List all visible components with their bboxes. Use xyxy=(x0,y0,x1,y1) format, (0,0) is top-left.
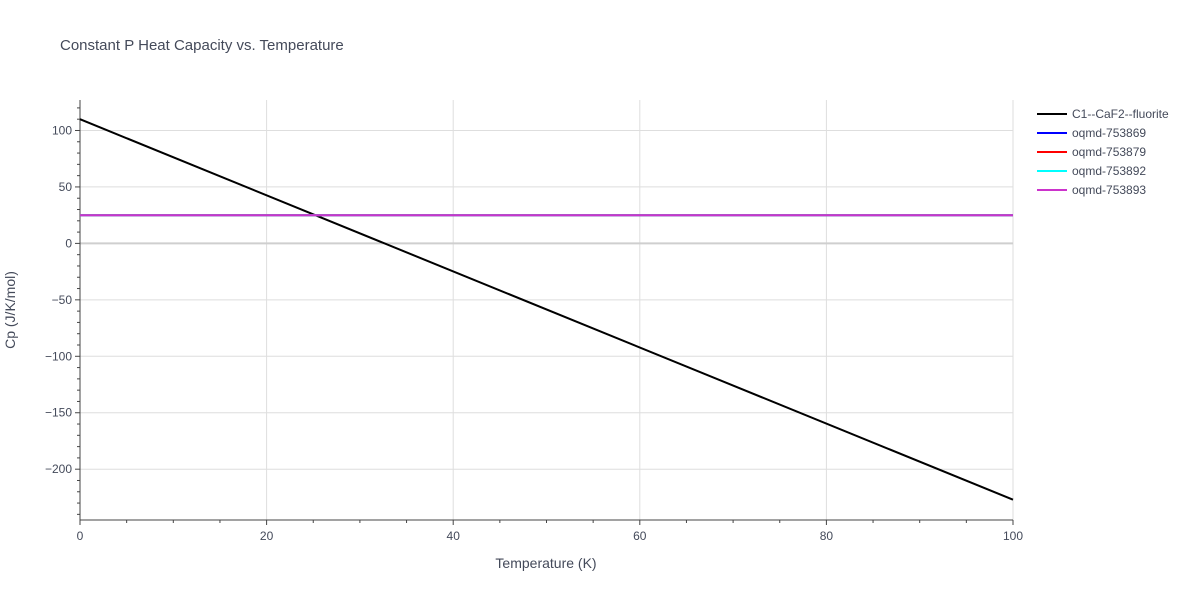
x-tick-label: 60 xyxy=(633,529,647,543)
tick-labels: 0 20 40 60 80 100 100 50 0 −50 −100 −150 −200 xyxy=(45,123,1023,543)
legend-label: oqmd-753869 xyxy=(1072,126,1146,140)
axes xyxy=(75,100,1014,525)
legend-item[interactable]: oqmd-753892 xyxy=(1037,164,1146,178)
y-tick-label: −100 xyxy=(45,349,72,363)
y-tick-label: −150 xyxy=(45,406,72,420)
legend-label: oqmd-753879 xyxy=(1072,145,1146,159)
legend[interactable]: C1--CaF2--fluorite oqmd-753869 oqmd-753879… xyxy=(1037,107,1169,197)
x-tick-label: 40 xyxy=(447,529,461,543)
legend-label: oqmd-753892 xyxy=(1072,164,1146,178)
x-tick-label: 80 xyxy=(820,529,834,543)
legend-item[interactable]: C1--CaF2--fluorite xyxy=(1037,107,1169,121)
chart-title: Constant P Heat Capacity vs. Temperature xyxy=(60,37,344,54)
legend-label: C1--CaF2--fluorite xyxy=(1072,107,1169,121)
y-tick-label: −50 xyxy=(52,293,73,307)
x-tick-label: 100 xyxy=(1003,529,1023,543)
legend-item[interactable]: oqmd-753879 xyxy=(1037,145,1146,159)
y-tick-label: 50 xyxy=(59,180,73,194)
x-tick-label: 0 xyxy=(77,529,84,543)
y-tick-label: 100 xyxy=(52,123,72,137)
grid xyxy=(80,100,1014,520)
legend-item[interactable]: oqmd-753893 xyxy=(1037,183,1146,197)
y-tick-label: 0 xyxy=(65,236,72,250)
y-axis-title: Cp (J/K/mol) xyxy=(2,271,18,349)
x-axis-title: Temperature (K) xyxy=(495,555,596,571)
series-lines xyxy=(79,118,1014,501)
legend-item[interactable]: oqmd-753869 xyxy=(1037,126,1146,140)
legend-label: oqmd-753893 xyxy=(1072,183,1146,197)
x-tick-label: 20 xyxy=(260,529,274,543)
y-tick-label: −200 xyxy=(45,462,72,476)
series-line-0 xyxy=(79,118,1014,501)
